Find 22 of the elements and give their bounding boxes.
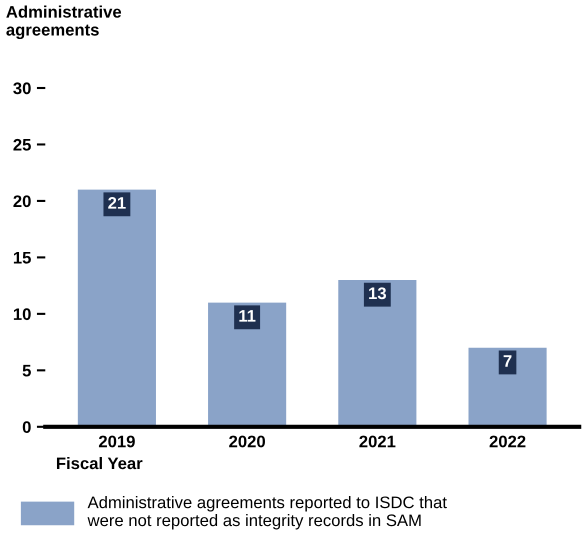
data-label: 21 xyxy=(108,197,126,209)
y-tick-label: 15 xyxy=(14,252,31,264)
legend-label: Administrative agreements reported to ISDC that were not reported as integrity records in SAM xyxy=(88,496,447,530)
x-tick-label: 2020 xyxy=(229,436,265,448)
x-axis-title: Fiscal Year xyxy=(56,456,142,470)
bar xyxy=(338,280,416,427)
bar xyxy=(208,302,286,427)
bar xyxy=(468,348,547,427)
data-label: 11 xyxy=(239,310,256,322)
x-tick-label: 2022 xyxy=(490,436,526,448)
y-tick-label: 10 xyxy=(14,308,31,320)
y-tick-label: 25 xyxy=(13,138,31,151)
y-tick-label: 30 xyxy=(13,82,31,94)
data-label: 7 xyxy=(504,355,512,367)
x-tick-label: 2021 xyxy=(359,436,396,448)
y-tick-label: 0 xyxy=(22,421,31,434)
data-label: 13 xyxy=(369,287,386,300)
y-tick-label: 20 xyxy=(13,195,31,208)
y-axis-title: Administrative agreements xyxy=(6,6,122,40)
bar xyxy=(78,190,156,427)
y-tick-label: 5 xyxy=(22,364,31,377)
x-tick-label: 2019 xyxy=(98,436,135,448)
